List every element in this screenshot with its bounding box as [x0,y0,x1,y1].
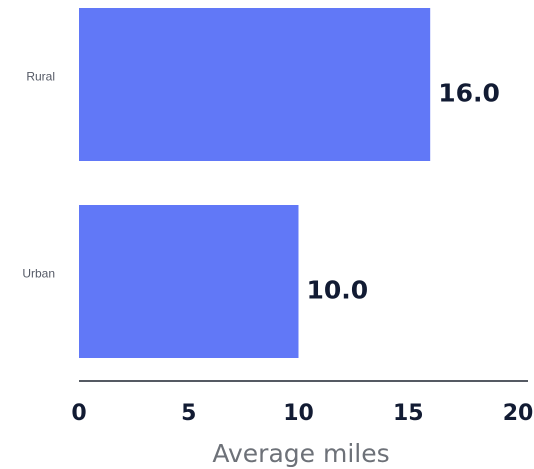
bar-urban [79,205,299,358]
x-tick-label-0: 0 [71,401,86,426]
x-tick-labels: 0 5 10 15 20 [71,401,533,426]
value-label-rural: 16.0 [438,79,500,108]
x-tick-label-15: 15 [393,401,424,426]
x-tick-label-10: 10 [283,401,314,426]
category-label-rural: Rural [26,70,55,84]
x-tick-label-5: 5 [181,401,196,426]
x-axis-title: Average miles [212,439,389,468]
value-labels: 16.0 10.0 [307,79,500,305]
category-labels: Rural Urban [22,70,55,281]
bar-rural [79,8,431,161]
value-label-urban: 10.0 [307,276,369,305]
x-tick-label-20: 20 [503,401,534,426]
bars-group [79,8,431,358]
category-label-urban: Urban [22,267,55,281]
